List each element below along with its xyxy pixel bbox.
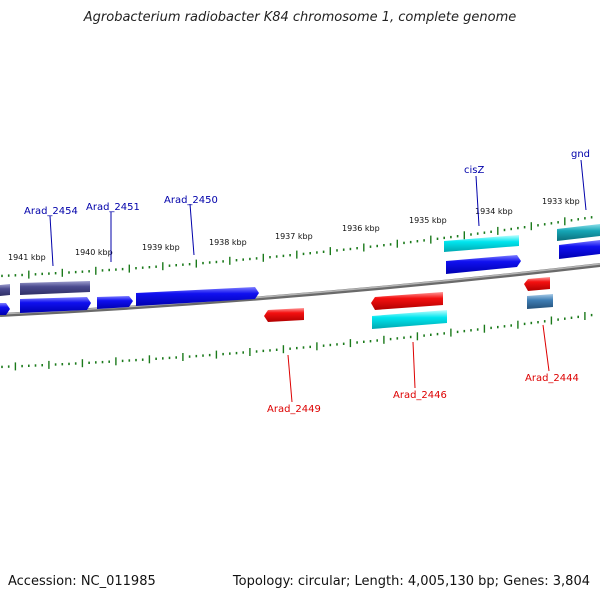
gene-feature[interactable] (527, 294, 553, 309)
gene-label[interactable]: Arad_2451 (86, 202, 140, 213)
genome-summary-text: Topology: circular; Length: 4,005,130 bp… (232, 574, 590, 589)
gene-label[interactable]: Arad_2444 (525, 373, 579, 384)
gene-feature[interactable] (0, 303, 10, 315)
map-title: Agrobacterium radiobacter K84 chromosome… (83, 10, 517, 25)
scale-ticks-lower (1, 312, 593, 371)
scale-labels: 1941 kbp 1940 kbp 1939 kbp 1938 kbp 1937… (8, 197, 580, 262)
gene-feature[interactable] (557, 224, 600, 241)
chromosome-backbone (0, 263, 600, 317)
scale-label: 1940 kbp (75, 248, 113, 257)
gene-label[interactable]: Arad_2454 (24, 206, 78, 217)
feature-lane-reverse (264, 277, 550, 322)
scale-ticks-upper (1, 216, 593, 279)
label-leaders-reverse (287, 324, 550, 403)
feature-lane-forward (0, 240, 600, 315)
gene-label[interactable]: Arad_2450 (164, 195, 218, 206)
gene-feature[interactable] (372, 310, 447, 329)
gene-feature[interactable] (559, 240, 600, 259)
gene-feature[interactable] (20, 281, 90, 295)
gene-label[interactable]: Arad_2449 (267, 404, 321, 415)
gene-label[interactable]: Arad_2446 (393, 390, 447, 401)
gene-labels: Arad_2454 Arad_2451 Arad_2450 cisZ gnd A… (24, 149, 590, 415)
scale-label: 1939 kbp (142, 243, 180, 252)
gene-feature[interactable] (136, 287, 259, 306)
gene-feature[interactable] (371, 292, 443, 310)
scale-label: 1935 kbp (409, 216, 447, 225)
scale-label: 1934 kbp (475, 207, 513, 216)
feature-lane-lower (372, 294, 553, 329)
feature-lane-upper (0, 224, 600, 296)
gene-label[interactable]: cisZ (464, 165, 484, 176)
scale-label: 1937 kbp (275, 232, 313, 241)
scale-label: 1933 kbp (542, 197, 580, 206)
gene-feature[interactable] (444, 235, 519, 252)
accession-text: Accession: NC_011985 (8, 574, 156, 589)
gene-feature[interactable] (97, 296, 133, 309)
scale-label: 1936 kbp (342, 224, 380, 233)
gene-feature[interactable] (264, 308, 304, 322)
gene-label[interactable]: gnd (571, 149, 590, 160)
gene-feature[interactable] (0, 284, 10, 296)
gene-feature[interactable] (524, 277, 550, 291)
scale-label: 1941 kbp (8, 253, 46, 262)
gene-feature[interactable] (20, 297, 91, 313)
gene-feature[interactable] (446, 255, 521, 274)
scale-label: 1938 kbp (209, 238, 247, 247)
label-leaders-forward (49, 159, 587, 267)
